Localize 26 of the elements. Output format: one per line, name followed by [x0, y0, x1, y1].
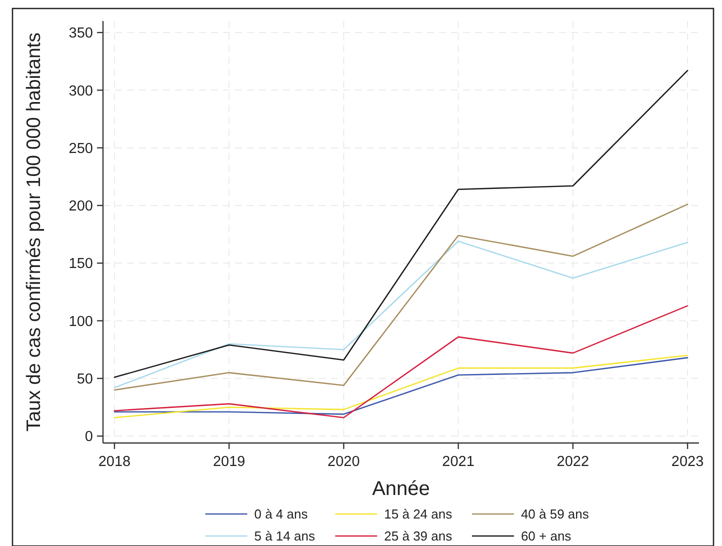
x-tick-label: 2018 [98, 454, 131, 470]
y-tick-label: 250 [68, 140, 93, 157]
y-tick-label: 150 [68, 256, 93, 272]
line-series [114, 70, 688, 378]
x-tick-label: 2021 [442, 454, 474, 470]
y-tick-label: 350 [68, 26, 93, 42]
y-tick-label: 50 [76, 372, 93, 388]
y-tick-label: 0 [84, 429, 93, 446]
x-tick-label: 2020 [328, 454, 360, 470]
y-tick-label: 300 [68, 83, 93, 100]
legend-label: 25 à 39 ans [384, 528, 453, 544]
line-series [114, 240, 688, 388]
legend-label: 40 à 59 ans [520, 506, 590, 522]
x-tick-label: 2023 [671, 454, 704, 470]
x-tick-label: 2019 [212, 454, 246, 470]
y-tick-label: 200 [68, 198, 93, 215]
y-tick-label: 100 [68, 314, 93, 330]
legend-label: 0 à 4 ans [254, 506, 308, 522]
y-axis-title: Taux de cas confirmés pour 100 000 habitants [23, 32, 45, 432]
line-series [114, 204, 688, 391]
legend-label: 5 à 14 ans [254, 528, 316, 544]
legend-label: 15 à 24 ans [384, 506, 453, 522]
line-series [114, 305, 688, 418]
x-axis-title: Année [372, 478, 430, 500]
x-tick-label: 2022 [556, 454, 590, 470]
legend-label: 60 + ans [520, 528, 572, 544]
